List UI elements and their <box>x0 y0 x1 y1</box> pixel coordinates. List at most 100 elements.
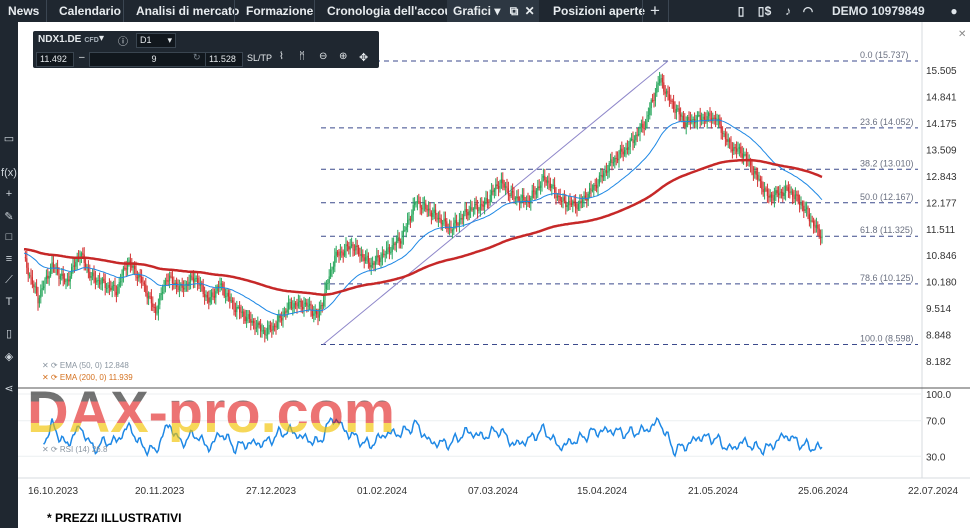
quantity-minus-button[interactable]: – <box>79 52 85 63</box>
candle-body <box>30 275 32 278</box>
candle <box>701 112 703 126</box>
account-label[interactable]: DEMO 10979849 <box>832 4 925 18</box>
candle <box>99 272 101 289</box>
fib-level-label: 38.2 (13.010) <box>860 158 914 168</box>
candle-body <box>618 154 620 161</box>
bell-icon[interactable]: ♪ <box>785 4 791 18</box>
candle <box>737 141 739 155</box>
candle <box>674 101 676 120</box>
ask-price[interactable]: 11.528 <box>205 52 243 67</box>
candle-body <box>219 285 221 288</box>
move-icon[interactable]: ✥ <box>359 52 369 64</box>
symbol-label[interactable]: NDX1.DE CFD <box>38 34 99 45</box>
candle-body <box>64 278 66 283</box>
candle <box>629 137 631 155</box>
quantity-input[interactable]: 9 <box>89 52 219 67</box>
layers-icon[interactable]: ◈ <box>4 351 14 363</box>
candle <box>507 181 509 201</box>
candle-body <box>159 294 161 305</box>
dollar-settings-icon[interactable]: $ <box>764 4 772 18</box>
candle-body <box>517 196 519 201</box>
candle <box>556 193 558 201</box>
candle <box>643 121 645 136</box>
candle <box>640 119 642 133</box>
add-tab-button[interactable]: + <box>650 1 660 20</box>
candle-body <box>640 123 642 128</box>
candle <box>185 280 187 292</box>
detach-icon[interactable]: ⧉ <box>509 4 519 18</box>
candle-body <box>240 312 242 314</box>
candle-body <box>437 217 439 220</box>
candle-body <box>65 280 67 283</box>
share-icon[interactable]: ⋖ <box>4 383 14 395</box>
candle <box>314 304 316 320</box>
chart-close-icon[interactable]: ✕ <box>958 29 966 40</box>
symbol-dropdown-icon[interactable]: ▾ <box>99 33 105 44</box>
chart-type-icon[interactable]: ⌇ <box>279 51 284 62</box>
candle <box>40 284 42 304</box>
candle <box>265 327 267 339</box>
tab-formazione[interactable]: Formazione <box>246 4 314 18</box>
layout-icon[interactable]: ▯ <box>737 4 745 18</box>
candle <box>352 241 354 257</box>
candle <box>723 130 725 138</box>
candle <box>219 277 221 293</box>
bid-price[interactable]: 11.492 <box>36 52 74 67</box>
zoom-in-icon[interactable]: ⊕ <box>339 51 348 62</box>
candle <box>100 277 102 291</box>
candle <box>631 133 633 142</box>
candle-body <box>419 201 421 208</box>
candle-body <box>314 310 316 314</box>
candle <box>716 113 718 126</box>
candle <box>591 184 593 193</box>
timeframe-select[interactable]: D1 ▾ <box>136 33 176 48</box>
notes-icon[interactable]: ▯ <box>757 4 765 18</box>
rectangle-icon[interactable]: ▭ <box>3 133 15 145</box>
candle-body <box>790 191 792 193</box>
candle-body <box>288 302 290 310</box>
candle <box>492 184 494 196</box>
candle <box>345 237 347 259</box>
fibonacci-retracement[interactable]: 0.0 (15.737) 23.6 (14.052) 38.2 (13.010) 50… <box>321 50 918 345</box>
candle-body <box>597 183 599 189</box>
tab-news[interactable]: News <box>8 4 40 18</box>
tab-grafici[interactable]: Grafici ▾ ⧉ ✕ <box>447 0 539 22</box>
zoom-out-icon[interactable]: ⊖ <box>319 51 328 62</box>
candle <box>55 262 57 276</box>
tab-analisi-di-mercato[interactable]: Analisi di mercato <box>136 4 240 18</box>
price-chart[interactable]: 0.0 (15.737) 23.6 (14.052) 38.2 (13.010) 50… <box>18 22 970 528</box>
tab-calendario[interactable]: Calendario <box>59 4 122 18</box>
tab-posizioni-aperte[interactable]: Posizioni aperte <box>553 4 646 18</box>
shape-icon[interactable]: □ <box>5 231 13 243</box>
candle <box>327 279 329 291</box>
trendline-icon[interactable]: ⟋ <box>5 274 13 286</box>
candle <box>195 275 197 283</box>
candle-body <box>443 218 445 224</box>
candle <box>486 191 488 209</box>
candle-body <box>283 311 285 316</box>
candle <box>738 143 740 157</box>
candle <box>484 197 486 215</box>
tab-cronologia-account[interactable]: Cronologia dell'account <box>327 4 464 18</box>
fibonacci-icon[interactable]: ≡ <box>5 253 13 265</box>
fib-level-label: 100.0 (8.598) <box>860 333 914 343</box>
info-icon[interactable]: ⓘ <box>118 37 128 48</box>
function-icon[interactable]: f(x) <box>1 167 17 179</box>
reset-icon[interactable]: ↻ <box>193 52 201 62</box>
ruler-icon[interactable]: ▯ <box>5 328 13 340</box>
user-icon[interactable]: ● <box>950 4 958 18</box>
candle-body <box>216 286 218 292</box>
close-icon[interactable]: ✕ <box>524 4 535 18</box>
candle-body <box>388 247 390 253</box>
candle-body <box>360 253 362 256</box>
text-icon[interactable]: T <box>5 296 13 308</box>
candle-body <box>33 284 35 287</box>
candle-body <box>391 245 393 252</box>
candle <box>443 211 445 227</box>
sltp-button[interactable]: SL/TP <box>247 53 273 63</box>
indicators-icon[interactable]: ᛗ <box>299 51 305 62</box>
pencil-icon[interactable]: ✎ <box>4 211 14 223</box>
candle <box>703 111 705 128</box>
crosshair-icon[interactable]: + <box>5 188 13 200</box>
